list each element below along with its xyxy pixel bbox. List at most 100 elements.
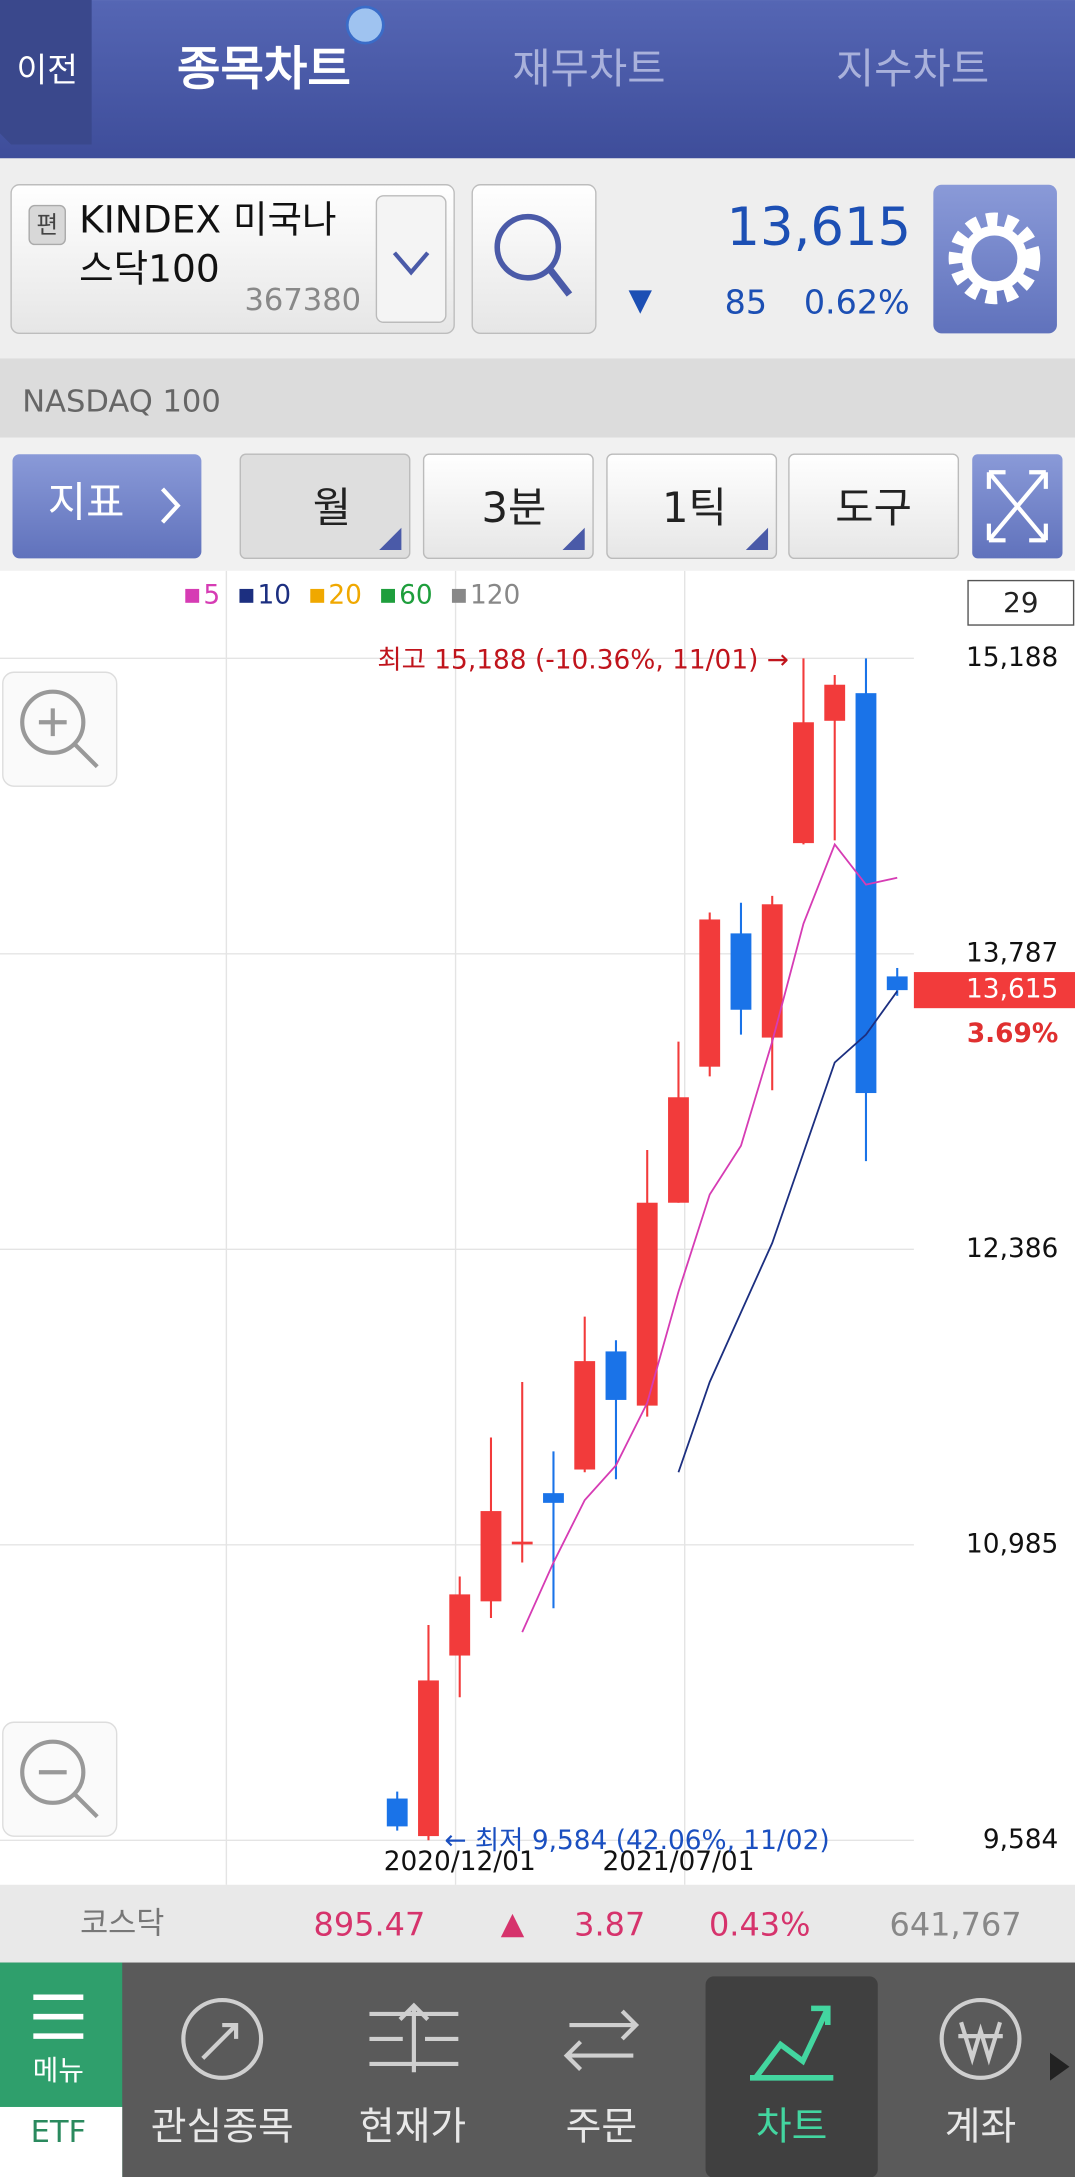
- dropdown-button[interactable]: [375, 195, 447, 323]
- legend-label: 120: [470, 580, 520, 610]
- stock-name: KINDEX 미국나: [79, 198, 336, 242]
- back-label: 이전: [17, 51, 78, 90]
- period-button[interactable]: [239, 453, 411, 560]
- y-tick-label: 15,188: [966, 643, 1058, 673]
- plot: [0, 657, 1075, 1841]
- candle-body: [418, 1680, 439, 1837]
- index-bar: [0, 358, 1075, 438]
- button-label: 월: [313, 483, 351, 532]
- ma-line: [521, 842, 898, 1633]
- current-price-label: 13,615: [966, 975, 1058, 1005]
- y-tick-label: 10,985: [966, 1529, 1058, 1559]
- change-label: 3.69%: [967, 1019, 1059, 1049]
- current-price-tag: [913, 972, 1075, 1009]
- search-button[interactable]: [471, 184, 597, 335]
- expand-icon: [986, 470, 1048, 543]
- candle-body: [824, 684, 846, 721]
- candle-body: [636, 1202, 658, 1406]
- nav-icons: [181, 1997, 1022, 2080]
- candle-body: [605, 1351, 627, 1400]
- candle-body: [449, 1594, 471, 1656]
- candle-body: [855, 693, 877, 1094]
- nav-label: 현재가: [359, 2105, 466, 2150]
- legend-swatch: [310, 588, 325, 603]
- nav-label: 관심종목: [151, 2105, 294, 2150]
- legend-label: 10: [257, 580, 291, 610]
- button-label: 1틱: [662, 483, 727, 532]
- indicator-button[interactable]: [12, 454, 202, 559]
- candle-body: [480, 1511, 502, 1602]
- legend-swatch: [239, 588, 254, 603]
- candle-body: [886, 976, 908, 991]
- direction: ▼: [629, 283, 653, 318]
- zoom-out-icon: [38, 1770, 99, 1819]
- stock-code: 367380: [245, 283, 362, 318]
- nav-label: 주문: [566, 2105, 638, 2150]
- period-value: 29: [1003, 586, 1038, 619]
- market-value: 895.47: [314, 1905, 426, 1943]
- stock-name: 스닥100: [79, 246, 220, 290]
- candle-body: [761, 904, 783, 1038]
- y-tick-label: 12,386: [966, 1234, 1058, 1264]
- tick-button[interactable]: [606, 453, 778, 560]
- candle-body: [543, 1493, 564, 1503]
- candle-body: [574, 1361, 596, 1470]
- candle-body: [730, 933, 752, 1010]
- tools-button[interactable]: [788, 453, 960, 560]
- ma-line: [677, 990, 898, 1473]
- minute-button[interactable]: [422, 453, 594, 560]
- legend-label: 5: [203, 580, 220, 610]
- legend-swatch: [185, 588, 200, 603]
- market-volume: 641,767: [890, 1905, 1022, 1943]
- candle-body: [793, 722, 814, 844]
- badge-box: [28, 204, 66, 246]
- legend-swatch: [381, 588, 395, 603]
- period-box: [967, 579, 1075, 626]
- market-change: 3.87: [574, 1905, 645, 1943]
- y-tick-label: 13,787: [966, 938, 1058, 968]
- nav-more[interactable]: [1050, 2052, 1070, 2081]
- min-annotation: ← 최저 9,584 (42.06%, 11/02): [444, 1826, 829, 1856]
- zoom-in-icon: [38, 708, 99, 769]
- button-label: 지표: [48, 478, 125, 527]
- zoom-in-button[interactable]: [2, 671, 118, 787]
- max-annotation: 최고 15,188 (-10.36%, 11/01) →: [377, 646, 789, 676]
- market-bar: [0, 1884, 1075, 1963]
- button-label: 도구: [835, 483, 912, 532]
- zoom-out-button[interactable]: [2, 1721, 118, 1837]
- change-rate: 0.62%: [804, 283, 910, 322]
- sync-icon[interactable]: [345, 5, 385, 45]
- zoom-out-icon: [20, 1739, 86, 1805]
- index-name: NASDAQ 100: [22, 384, 221, 419]
- back-button[interactable]: [0, 0, 92, 145]
- search-icon: [494, 213, 562, 281]
- candle-body: [386, 1798, 408, 1827]
- menu-icon: [33, 1994, 84, 2039]
- gear-icon-ring: [961, 225, 1028, 291]
- settings-button[interactable]: [933, 184, 1057, 334]
- button-label: 3분: [481, 483, 546, 532]
- tab-active: 종목차트: [177, 42, 351, 97]
- market-arrow: ▲: [501, 1907, 525, 1942]
- y-tick-label: 9,584: [983, 1825, 1059, 1855]
- x-tick-label: 2020/12/01: [384, 1847, 536, 1877]
- market-rate: 0.43%: [709, 1905, 810, 1943]
- chevron-icon: [392, 251, 430, 276]
- stock-box[interactable]: [10, 184, 455, 335]
- legend-label: 20: [328, 580, 362, 610]
- etf-tab[interactable]: [0, 2106, 123, 2177]
- candle-body: [511, 1541, 533, 1545]
- nav-label: ETF: [31, 2115, 87, 2150]
- chart-area: [0, 570, 1075, 1885]
- chart-icon: [750, 2005, 834, 2081]
- price: 13,615: [726, 197, 911, 258]
- zoom-in-icon: [20, 689, 86, 755]
- gear-icon: [948, 212, 1041, 305]
- legend-swatch: [451, 588, 466, 603]
- nav-bar: [0, 1962, 1075, 2177]
- tab: 재무차트: [512, 44, 665, 93]
- change: 85: [725, 283, 767, 322]
- chevron-icon: [160, 487, 181, 524]
- nav-label: 계좌: [945, 2105, 1017, 2150]
